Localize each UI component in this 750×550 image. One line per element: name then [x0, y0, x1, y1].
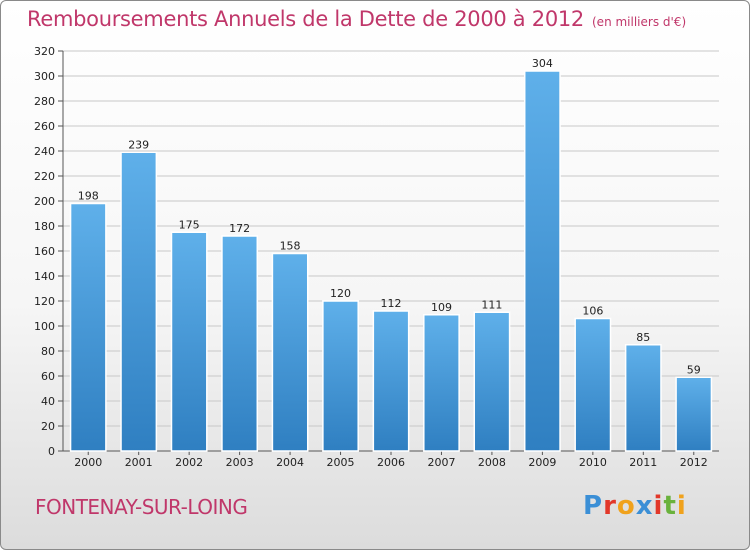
data-label-2003: 172	[229, 222, 250, 235]
logo-letter: P	[583, 491, 604, 521]
y-tick-label: 260	[34, 120, 55, 133]
y-tick-label: 100	[34, 320, 55, 333]
town-name: FONTENAY-SUR-LOING	[35, 495, 248, 519]
bar-2007	[423, 314, 460, 452]
y-tick-label: 320	[34, 45, 55, 58]
data-label-2006: 112	[381, 297, 402, 310]
x-tick-label-2004: 2004	[276, 456, 304, 469]
bars	[69, 70, 713, 452]
x-tick-label-2011: 2011	[629, 456, 657, 469]
x-tick-label-2002: 2002	[175, 456, 203, 469]
data-label-2007: 109	[431, 301, 452, 314]
bar-2003	[221, 235, 259, 452]
y-tick-label: 180	[34, 220, 55, 233]
x-tick-label-2007: 2007	[427, 456, 455, 469]
bar-2008	[473, 311, 511, 452]
bar-2001	[120, 151, 158, 452]
y-tick-label: 240	[34, 145, 55, 158]
bar-2006	[372, 310, 410, 452]
y-tick-label: 20	[41, 420, 55, 433]
y-tick-label: 40	[41, 395, 55, 408]
logo-letter: i	[676, 491, 687, 521]
data-label-2000: 198	[78, 190, 99, 203]
proxiti-logo: Proxiti	[583, 491, 687, 521]
labels: 198 2000 239 2001 175 2002 172 2003 158 2004 120 20…	[74, 57, 708, 469]
chart-title-text: Remboursements Annuels de la Dette de 20…	[27, 7, 584, 31]
x-tick-label-2012: 2012	[680, 456, 708, 469]
data-label-2001: 239	[128, 138, 149, 151]
y-tick-label: 120	[34, 295, 55, 308]
logo-letter: t	[663, 491, 677, 521]
data-label-2004: 158	[280, 240, 301, 253]
x-tick-label-2001: 2001	[125, 456, 153, 469]
chart-subtitle: (en milliers d'€)	[592, 15, 687, 29]
bar-2002	[170, 231, 208, 452]
y-tick-label: 140	[34, 270, 55, 283]
x-tick-label-2005: 2005	[327, 456, 355, 469]
y-tick-label: 0	[48, 445, 55, 458]
bar-2005	[322, 300, 359, 452]
data-label-2008: 111	[481, 298, 502, 311]
logo-letter: i	[653, 491, 664, 521]
data-label-2009: 304	[532, 57, 553, 70]
y-tick-label: 80	[41, 345, 55, 358]
bar-2010	[574, 317, 612, 452]
logo-letter: o	[616, 491, 636, 521]
data-label-2012: 59	[687, 363, 701, 376]
y-tick-label: 200	[34, 195, 55, 208]
x-tick-label-2003: 2003	[226, 456, 254, 469]
y-tick-label: 60	[41, 370, 55, 383]
data-label-2002: 175	[179, 218, 200, 231]
bar-2009	[523, 70, 561, 452]
data-label-2011: 85	[636, 331, 650, 344]
logo-letter: x	[635, 491, 654, 521]
x-tick-label-2008: 2008	[478, 456, 506, 469]
chart-title: Remboursements Annuels de la Dette de 20…	[27, 7, 686, 31]
x-tick-label-2009: 2009	[528, 456, 556, 469]
y-tick-label: 220	[34, 170, 55, 183]
bar-2012	[675, 376, 713, 452]
x-tick-label-2010: 2010	[579, 456, 607, 469]
y-tick-label: 160	[34, 245, 55, 258]
x-tick-label-2006: 2006	[377, 456, 405, 469]
x-tick-label-2000: 2000	[74, 456, 102, 469]
y-tick-label: 300	[34, 70, 55, 83]
data-label-2010: 106	[582, 305, 603, 318]
data-label-2005: 120	[330, 287, 351, 300]
bar-2011	[624, 344, 662, 452]
bar-2004	[271, 252, 309, 452]
bar-2000	[69, 202, 107, 452]
y-tick-label: 280	[34, 95, 55, 108]
logo-letter: r	[603, 491, 617, 521]
